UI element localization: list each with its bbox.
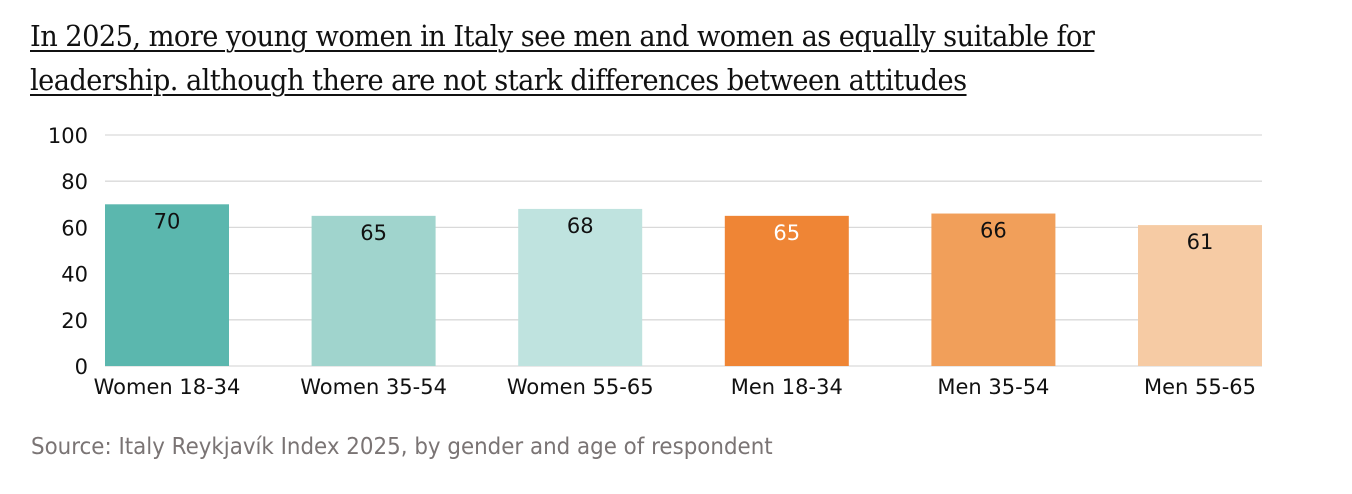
bars	[105, 204, 1262, 366]
y-tick-label: 20	[61, 309, 88, 333]
source-note: Source: Italy Reykjavík Index 2025, by g…	[31, 434, 773, 460]
x-tick-label: Women 55-65	[507, 375, 654, 399]
x-tick-label: Men 18-34	[731, 375, 843, 399]
bar	[518, 208, 643, 366]
y-tick-label: 40	[61, 263, 88, 287]
y-tick-label: 60	[61, 216, 88, 240]
chart-title: In 2025, more young women in Italy see m…	[30, 14, 1158, 102]
bar	[1138, 225, 1262, 366]
chart-title-line-1: In 2025, more young women in Italy see m…	[30, 19, 1095, 53]
data-label: 65	[360, 221, 387, 245]
bar	[105, 204, 229, 366]
data-label: 65	[773, 221, 800, 245]
bar	[311, 215, 436, 366]
chart-title-line-2: leadership. although there are not stark…	[30, 63, 967, 97]
y-tick-label: 0	[75, 355, 88, 379]
data-label: 61	[1187, 230, 1214, 254]
data-label: 66	[980, 219, 1007, 243]
x-tick-label: Men 35-54	[937, 375, 1049, 399]
gridlines	[105, 134, 1262, 367]
y-tick-label: 100	[48, 124, 88, 148]
data-label: 68	[567, 214, 594, 238]
y-tick-label: 80	[61, 170, 88, 194]
bar	[931, 213, 1056, 366]
x-axis-ticks: Women 18-34 Women 35-54 Women 55-65 Men 18-…	[94, 375, 1256, 399]
x-tick-label: Women 18-34	[94, 375, 241, 399]
x-tick-label: Women 35-54	[300, 375, 447, 399]
data-label: 70	[154, 209, 181, 233]
data-labels: 70 65 68 65 66 61	[154, 209, 1214, 254]
bar	[724, 215, 849, 366]
x-tick-label: Men 55-65	[1144, 375, 1256, 399]
y-axis-ticks: 0 20 40 60 80 100	[48, 124, 88, 379]
